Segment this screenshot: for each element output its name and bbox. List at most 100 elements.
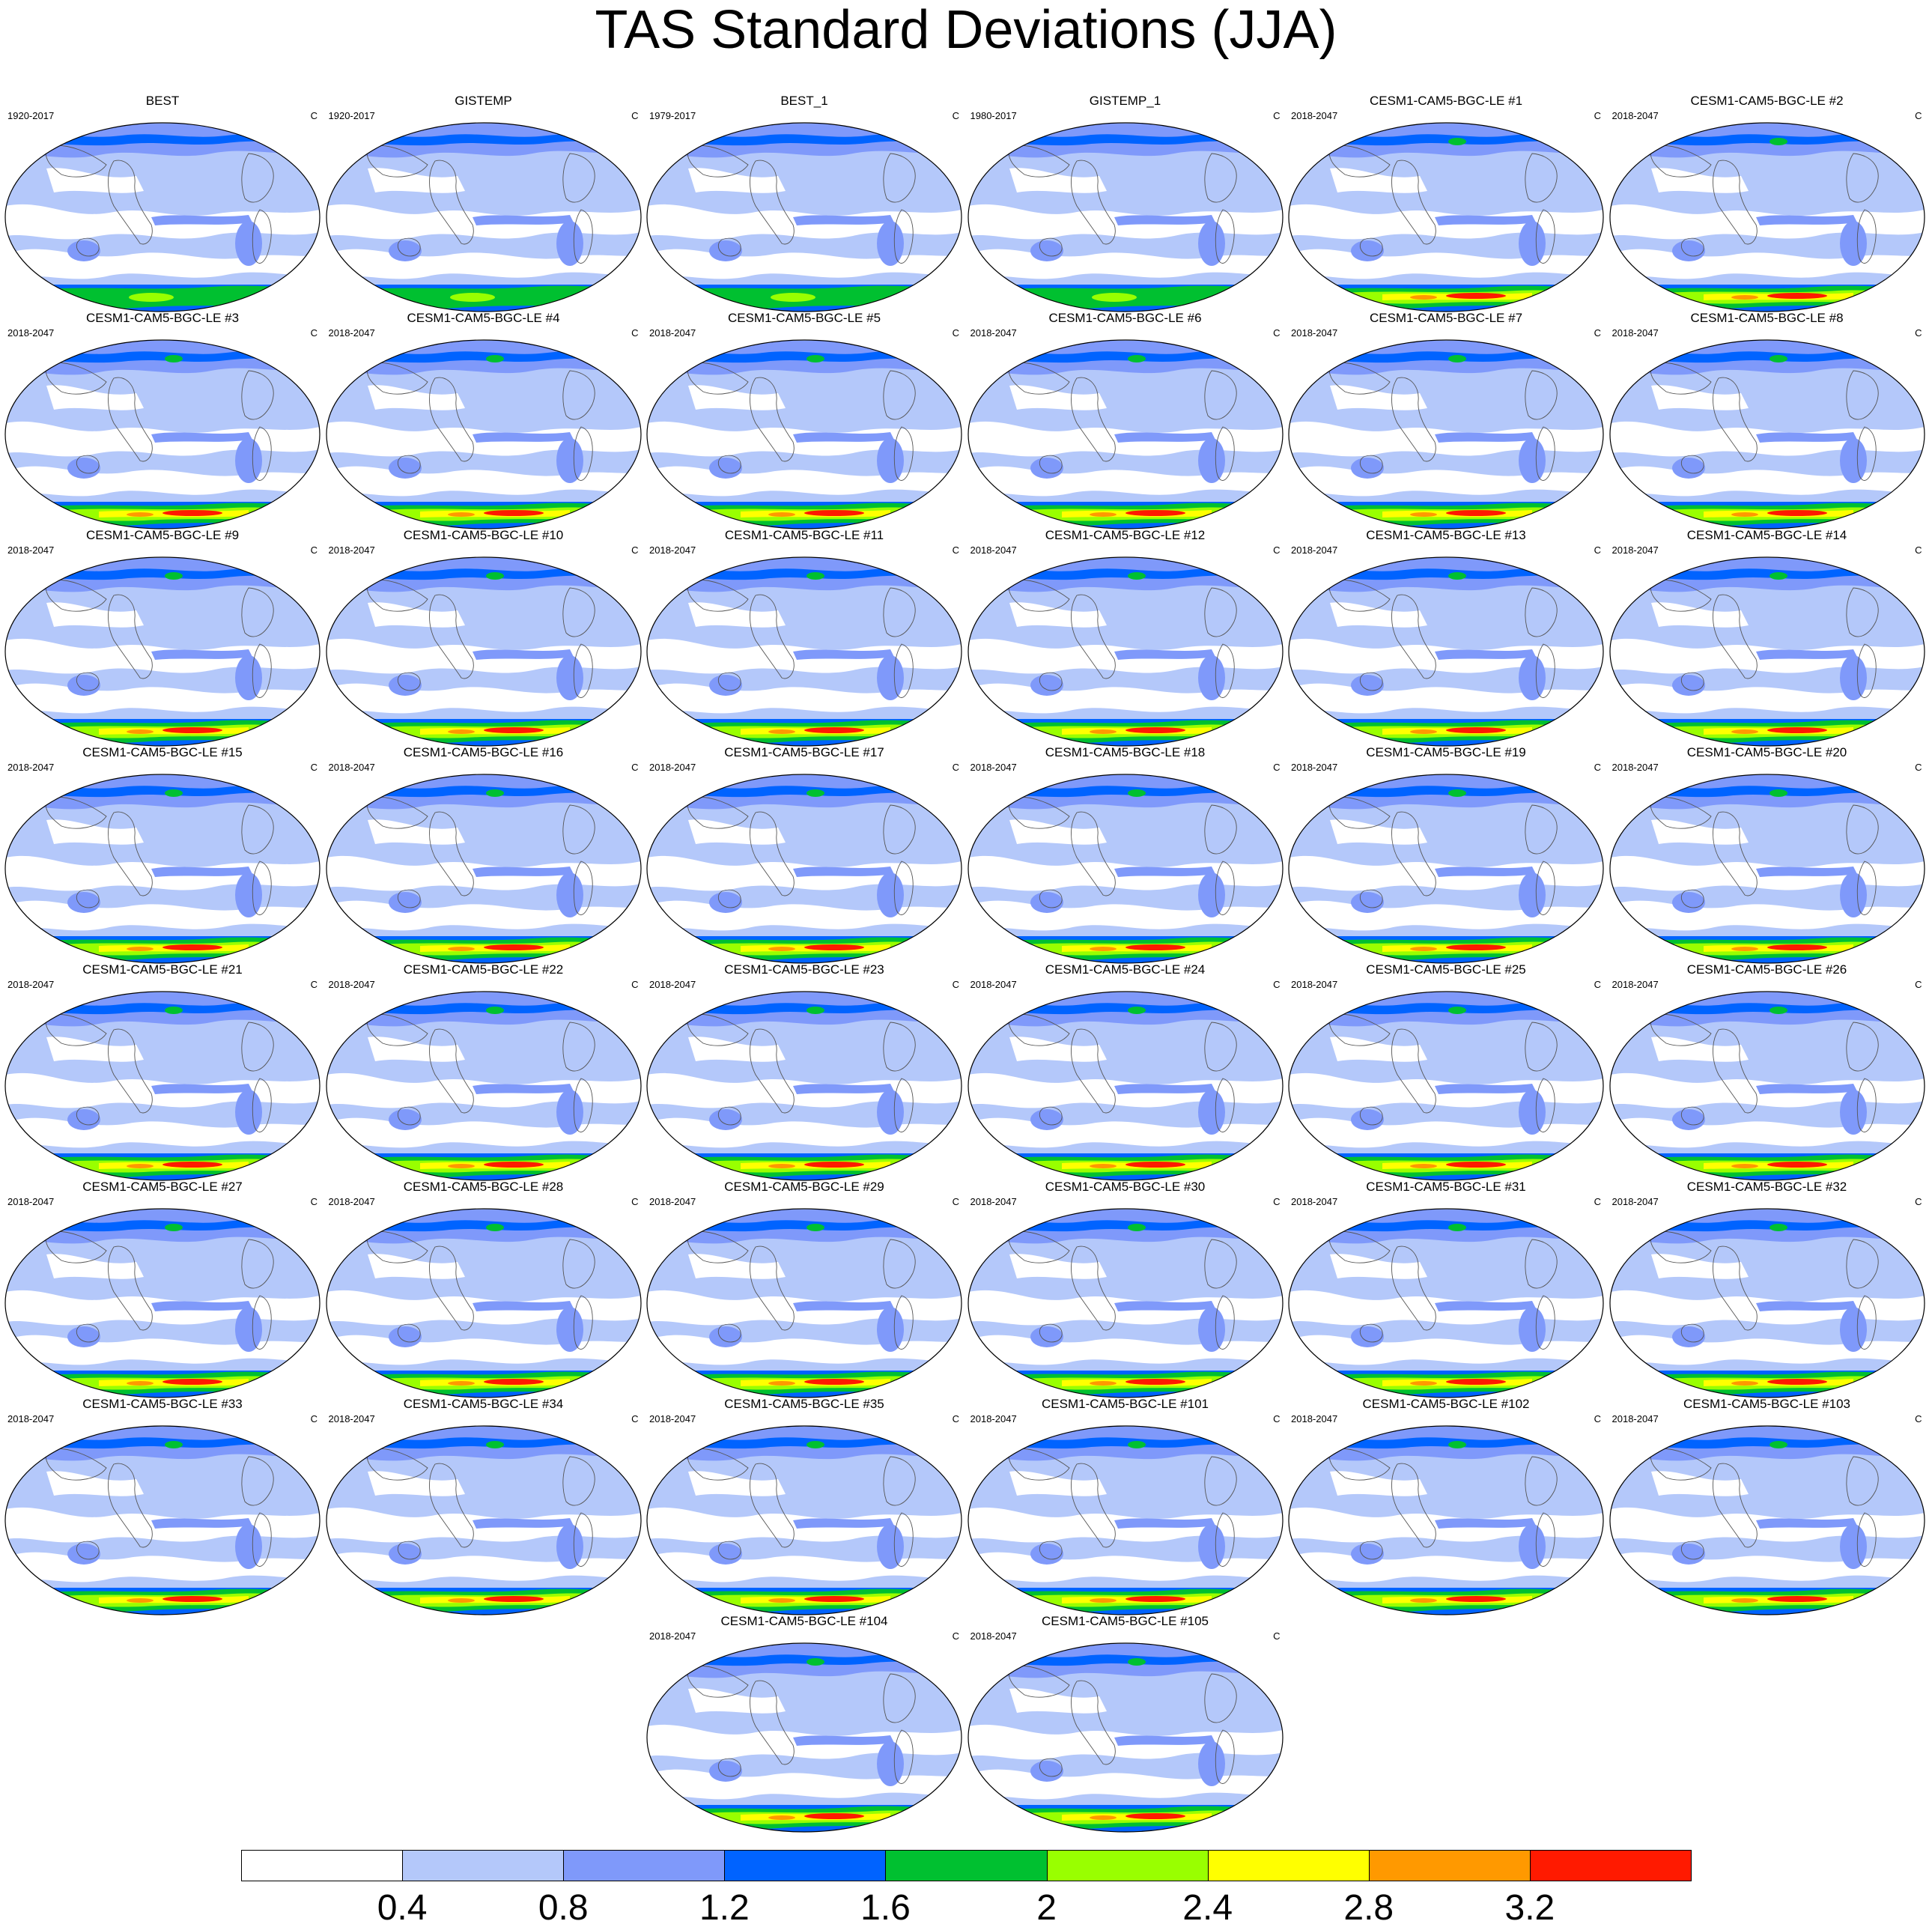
high-variability-patch xyxy=(1646,1222,1671,1230)
continent-outline xyxy=(750,1463,795,1548)
world-map xyxy=(325,1425,642,1615)
continent-outline xyxy=(717,1323,741,1343)
map-panel-cesm1-cam5-bgc-le-105: CESM1-CAM5-BGC-LE #105 2018-2047 C xyxy=(965,1614,1287,1833)
medium-variability-patch xyxy=(235,1307,262,1352)
panel-units: C xyxy=(310,762,318,773)
panel-title: CESM1-CAM5-BGC-LE #20 xyxy=(1686,745,1847,759)
panel-units: C xyxy=(1594,1413,1601,1424)
colorbar-swatch xyxy=(1368,1850,1531,1881)
panel-title: CESM1-CAM5-BGC-LE #9 xyxy=(85,528,240,542)
continent-outline xyxy=(687,1013,749,1046)
map-frame xyxy=(1609,339,1925,529)
medium-variability-patch xyxy=(1839,221,1867,266)
high-variability-patch xyxy=(362,1222,387,1230)
medium-variability-patch xyxy=(1114,1084,1215,1094)
map-panel-cesm1-cam5-bgc-le-10: CESM1-CAM5-BGC-LE #10 2018-2047 C xyxy=(323,528,645,747)
medium-variability-patch xyxy=(67,458,100,479)
map-panel-cesm1-cam5-bgc-le-22: CESM1-CAM5-BGC-LE #22 2018-2047 C xyxy=(323,962,645,1181)
medium-variability-patch xyxy=(151,432,252,443)
antarctic-peak-patch xyxy=(1089,729,1117,734)
panel-title: CESM1-CAM5-BGC-LE #29 xyxy=(724,1180,884,1194)
medium-variability-patch xyxy=(1114,1518,1215,1529)
high-variability-patch xyxy=(1127,355,1146,362)
continent-outline xyxy=(76,1323,100,1343)
continent-outline xyxy=(1359,237,1383,257)
world-map xyxy=(1288,1208,1604,1398)
map-panel-cesm1-cam5-bgc-le-25: CESM1-CAM5-BGC-LE #25 2018-2047 C xyxy=(1285,962,1607,1181)
panel-period: 2018-2047 xyxy=(1611,1413,1659,1424)
colorbar-swatch xyxy=(1046,1850,1209,1881)
map-panel-cesm1-cam5-bgc-le-8: CESM1-CAM5-BGC-LE #8 2018-2047 C xyxy=(1606,311,1928,529)
medium-variability-patch xyxy=(709,240,742,261)
continent-outline xyxy=(366,145,428,177)
continent-outline xyxy=(428,1463,474,1548)
continent-outline xyxy=(1856,426,1877,481)
high-variability-patch xyxy=(684,787,708,796)
medium-variability-patch xyxy=(235,873,262,917)
low-variability-band xyxy=(46,1037,144,1062)
map-panel-cesm1-cam5-bgc-le-1: CESM1-CAM5-BGC-LE #1 2018-2047 C xyxy=(1285,94,1607,312)
antarctic-peak-patch xyxy=(768,1598,795,1603)
medium-variability-patch xyxy=(1114,1301,1215,1311)
continent-outline xyxy=(1008,1665,1070,1698)
map-frame xyxy=(1609,991,1925,1181)
high-variability-patch xyxy=(684,1004,708,1013)
world-map xyxy=(325,556,642,747)
world-map xyxy=(4,339,321,529)
continent-outline xyxy=(573,1078,593,1132)
continent-outline xyxy=(1680,1106,1704,1126)
continent-outline xyxy=(45,796,107,829)
panel-units: C xyxy=(1915,327,1922,339)
continent-outline xyxy=(750,160,795,245)
continent-outline xyxy=(366,1013,428,1046)
map-frame xyxy=(325,339,642,529)
world-map xyxy=(967,774,1284,964)
continent-outline xyxy=(1525,370,1558,420)
panel-units: C xyxy=(952,1196,959,1207)
panel-units: C xyxy=(1594,327,1601,339)
world-map xyxy=(4,556,321,747)
medium-variability-patch xyxy=(1197,1741,1225,1786)
continent-outline xyxy=(1650,1448,1712,1481)
medium-variability-patch xyxy=(1755,215,1857,225)
continent-outline xyxy=(1856,1512,1877,1567)
medium-variability-patch xyxy=(709,892,742,913)
continent-outline xyxy=(108,377,153,462)
map-frame xyxy=(325,556,642,747)
panel-period: 2018-2047 xyxy=(649,327,696,339)
continent-outline xyxy=(45,145,107,177)
medium-variability-patch xyxy=(1030,1761,1063,1782)
map-frame xyxy=(4,774,321,964)
medium-variability-patch xyxy=(388,675,422,696)
map-panel-cesm1-cam5-bgc-le-12: CESM1-CAM5-BGC-LE #12 2018-2047 C xyxy=(965,528,1287,747)
colorbar-tick-label: 3.2 xyxy=(1504,1888,1555,1928)
panel-title: CESM1-CAM5-BGC-LE #21 xyxy=(82,962,243,977)
antarctic-peak-patch xyxy=(127,947,154,951)
map-panel-best-1: BEST_1 1979-2017 C xyxy=(643,94,965,312)
continent-outline xyxy=(893,643,914,698)
medium-variability-patch xyxy=(1197,438,1225,483)
antarctic-peak-patch xyxy=(1731,1164,1758,1168)
high-variability-patch xyxy=(1127,1658,1146,1666)
antarctic-peak-patch xyxy=(1767,510,1827,516)
map-frame xyxy=(967,1425,1284,1615)
continent-outline xyxy=(428,1245,474,1331)
medium-variability-patch xyxy=(1197,1307,1225,1352)
world-map xyxy=(646,1208,962,1398)
continent-outline xyxy=(1328,1013,1391,1046)
continent-outline xyxy=(1535,643,1555,698)
antarctic-variability-band xyxy=(673,285,962,309)
panel-title: CESM1-CAM5-BGC-LE #5 xyxy=(727,311,881,325)
continent-outline xyxy=(687,1230,749,1263)
high-variability-patch xyxy=(806,1441,824,1448)
panel-units: C xyxy=(1594,110,1601,121)
antarctic-peak-patch xyxy=(1446,727,1506,733)
high-variability-patch xyxy=(1448,1007,1466,1014)
medium-variability-patch xyxy=(1030,240,1063,261)
medium-variability-patch xyxy=(1519,1524,1546,1569)
low-variability-band xyxy=(367,1471,465,1496)
medium-variability-patch xyxy=(709,1544,742,1565)
map-panel-cesm1-cam5-bgc-le-27: CESM1-CAM5-BGC-LE #27 2018-2047 C xyxy=(1,1180,323,1398)
medium-variability-patch xyxy=(1351,892,1384,913)
continent-outline xyxy=(1535,861,1555,915)
